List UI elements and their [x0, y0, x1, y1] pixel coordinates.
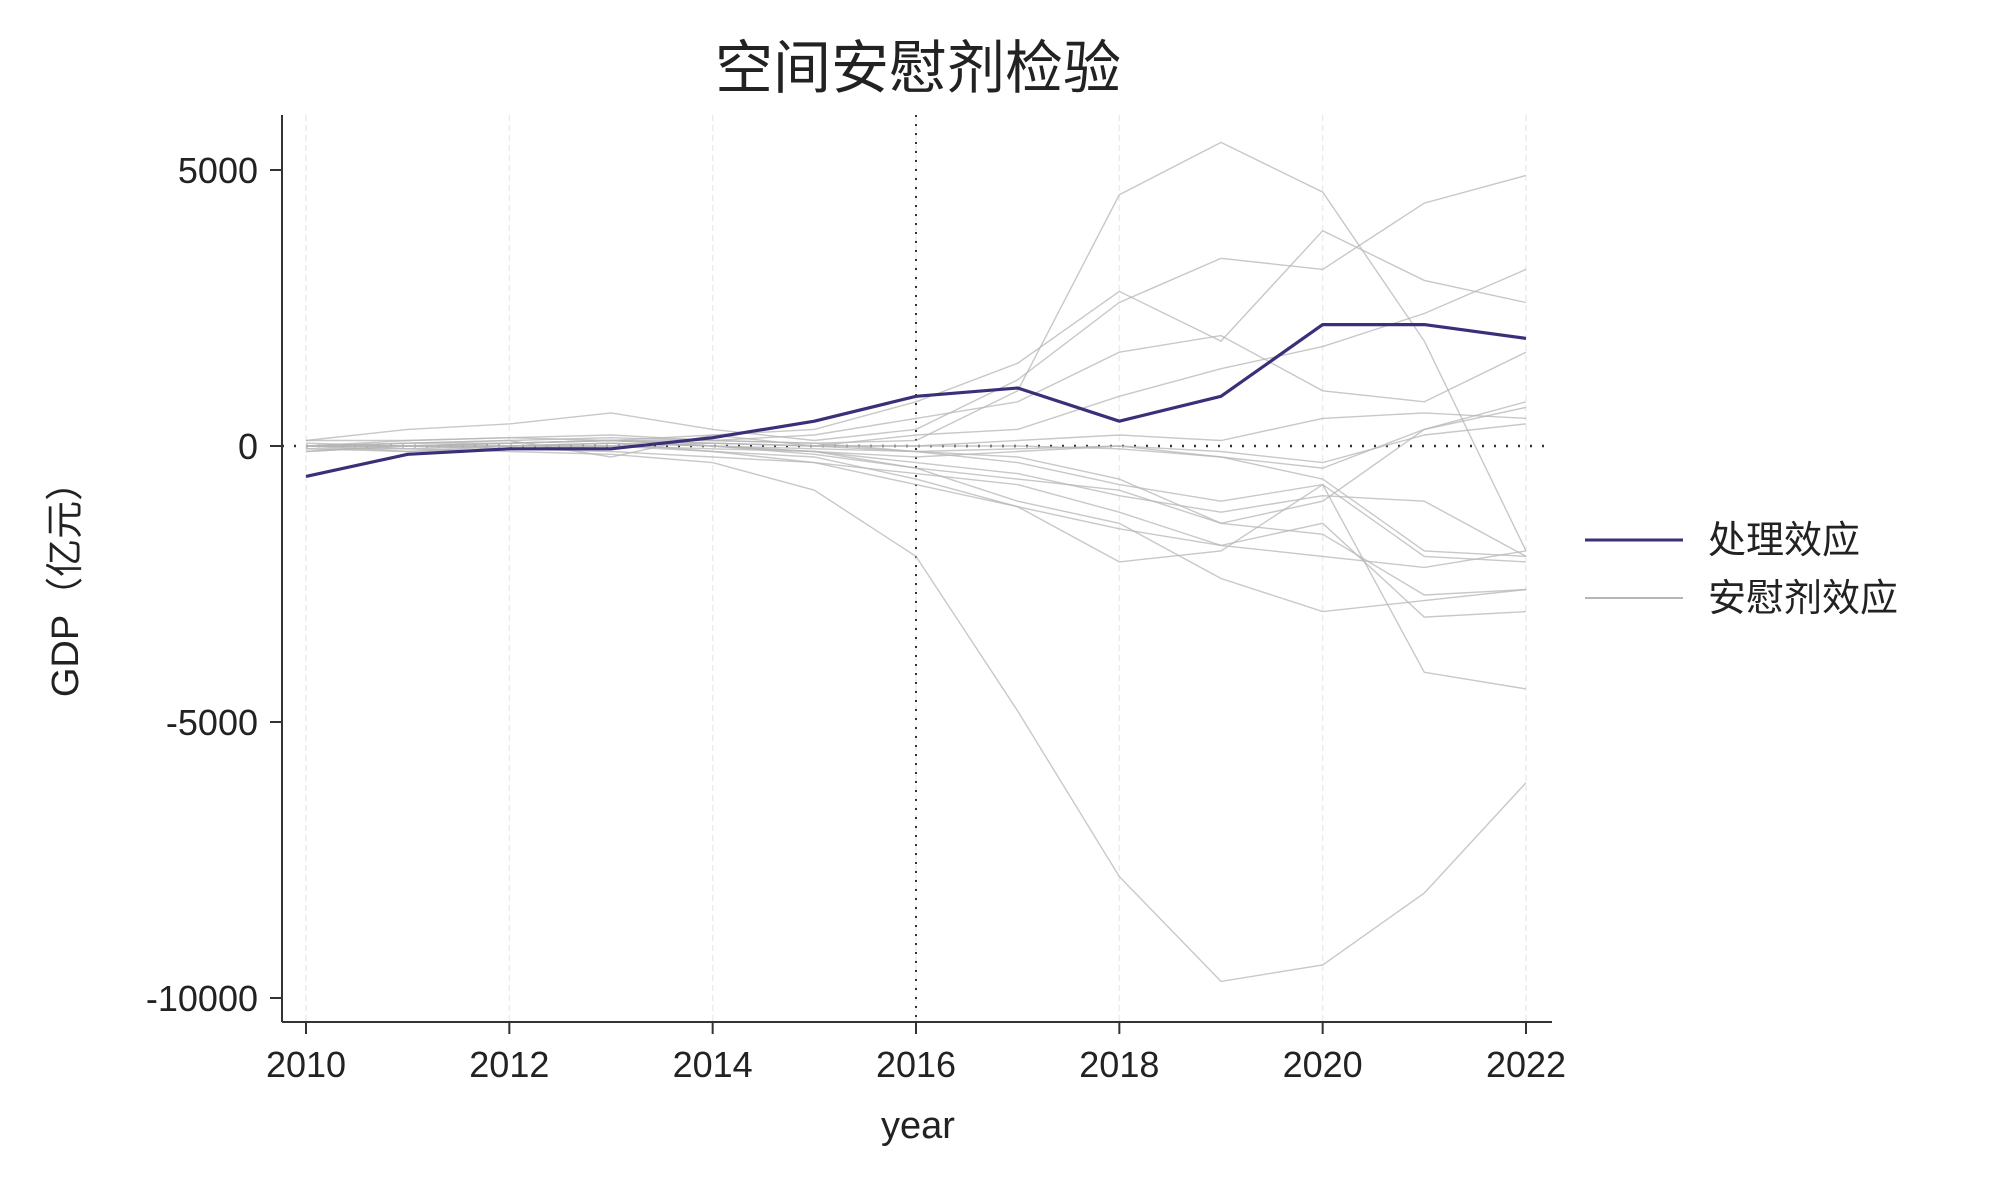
y-axis-label: GDP（亿元）	[45, 463, 87, 697]
placebo-series-line	[306, 406, 1527, 469]
legend-label-placebo: 安慰剂效应	[1708, 576, 1898, 620]
x-tick-label: 2010	[266, 1044, 346, 1085]
y-ticks: 5000 0 -5000 -10000	[146, 150, 282, 1019]
y-tick-label: -10000	[146, 978, 258, 1019]
chart-title: 空间安慰剂检验	[715, 34, 1121, 102]
treatment-lines	[305, 323, 1527, 478]
x-tick-label: 2020	[1283, 1044, 1363, 1085]
x-tick-label: 2016	[876, 1044, 956, 1085]
placebo-series-line	[305, 439, 1527, 596]
x-axis-label: year	[881, 1105, 955, 1147]
x-ticks: 2010 2012 2014 2016 2018 2020 2022	[266, 1022, 1566, 1085]
legend: 处理效应 安慰剂效应	[1585, 518, 1898, 620]
x-tick-label: 2014	[673, 1044, 753, 1085]
placebo-series-line	[305, 174, 1527, 442]
x-tick-label: 2012	[469, 1044, 549, 1085]
y-tick-label: 5000	[178, 150, 258, 191]
x-tick-label: 2022	[1486, 1044, 1566, 1085]
treatment-series-line	[305, 323, 1527, 478]
y-tick-label: 0	[238, 426, 258, 467]
reference-lines	[282, 115, 1552, 1022]
gridlines	[305, 115, 1527, 1022]
y-tick-label: -5000	[166, 702, 258, 743]
placebo-lines	[305, 141, 1527, 983]
x-tick-label: 2018	[1079, 1044, 1159, 1085]
legend-label-treatment: 处理效应	[1708, 518, 1860, 562]
placebo-series-line	[305, 268, 1527, 458]
placebo-series-line	[305, 445, 1527, 983]
